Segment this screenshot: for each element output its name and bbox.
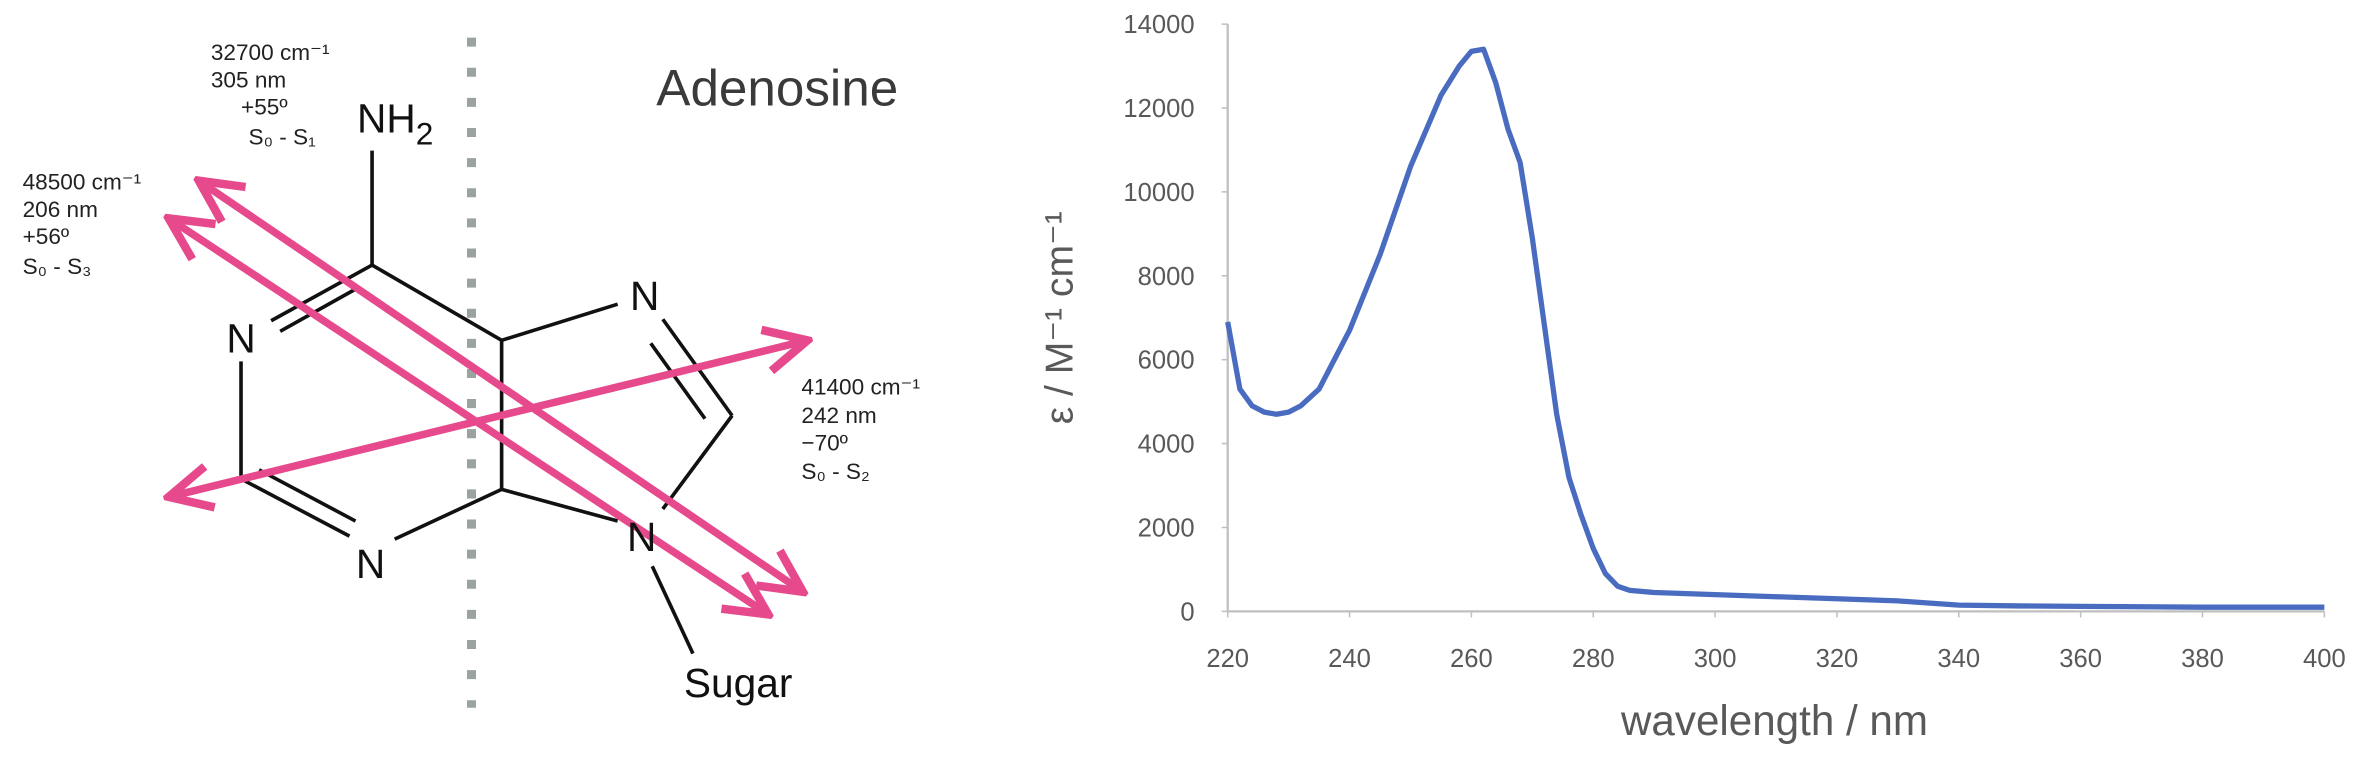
atom-label: N xyxy=(356,541,385,587)
bond xyxy=(393,487,503,541)
molecule: NH2 N N N N Sugar Adenosine 32700 cm⁻¹30… xyxy=(23,37,921,708)
bond xyxy=(649,342,707,420)
y-tick-label: 4000 xyxy=(1138,431,1195,459)
transition-arrow xyxy=(169,340,808,497)
annotation-line: −70º xyxy=(801,430,848,455)
atom-subscript: 2 xyxy=(416,116,434,152)
annotation-line: 206 nm xyxy=(23,197,98,222)
atom-label: N xyxy=(226,315,255,361)
y-tick-label: 12000 xyxy=(1123,95,1194,123)
annotation-line: 48500 cm⁻¹ xyxy=(23,170,142,195)
y-tick-label: 6000 xyxy=(1138,347,1195,375)
x-tick-label: 380 xyxy=(2181,645,2224,673)
annotation-line: 305 nm xyxy=(211,67,286,92)
molecule-title: Adenosine xyxy=(656,59,898,116)
x-tick-label: 300 xyxy=(1694,645,1737,673)
x-axis-label: wavelength / nm xyxy=(1620,697,1928,744)
atom-label: N xyxy=(630,273,659,319)
y-tick-label: 10000 xyxy=(1123,179,1194,207)
y-tick-label: 14000 xyxy=(1123,11,1194,39)
x-tick-label: 240 xyxy=(1328,645,1371,673)
annotation-line: 242 nm xyxy=(801,403,876,428)
annotation-line: S₀ - S₃ xyxy=(23,254,92,279)
x-tick-label: 220 xyxy=(1206,645,1249,673)
annotation-line: S₀ - S₁ xyxy=(249,125,317,150)
y-tick-label: 2000 xyxy=(1138,515,1195,543)
atom-label: NH2 xyxy=(357,96,433,152)
x-tick-label: 400 xyxy=(2303,645,2346,673)
y-axis-label: ε / M⁻¹ cm⁻¹ xyxy=(1039,211,1082,424)
bond xyxy=(501,302,619,343)
substituent-label: Sugar xyxy=(684,660,793,706)
annotation-line: +55º xyxy=(241,94,288,119)
transition-arrow xyxy=(169,218,769,614)
annotation-line: S₀ - S₂ xyxy=(801,459,869,484)
annotation-line: 41400 cm⁻¹ xyxy=(801,375,920,400)
x-tick-label: 280 xyxy=(1572,645,1615,673)
atom-label: N xyxy=(627,514,656,560)
y-tick-label: 0 xyxy=(1180,598,1194,626)
y-tick-label: 8000 xyxy=(1138,263,1195,291)
bond xyxy=(371,263,503,342)
data-line xyxy=(1225,46,2325,610)
x-tick-label: 320 xyxy=(1816,645,1859,673)
bond xyxy=(661,414,734,511)
chart: ε / M⁻¹ cm⁻¹ wavelength / nm 0 2000 4000 60… xyxy=(1039,11,2346,744)
x-tick-label: 260 xyxy=(1450,645,1493,673)
annotation-line: +56º xyxy=(23,224,70,249)
bond xyxy=(650,565,695,655)
x-tick-label: 360 xyxy=(2059,645,2102,673)
x-tick-label: 340 xyxy=(1937,645,1980,673)
atom-label: NH xyxy=(357,96,416,142)
annotation-line: 32700 cm⁻¹ xyxy=(211,40,330,65)
